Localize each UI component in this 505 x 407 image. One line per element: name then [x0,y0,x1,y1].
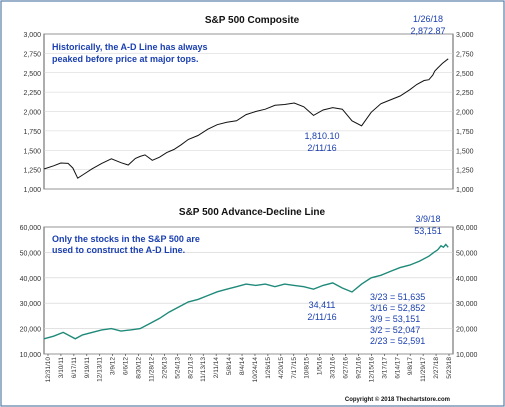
y-tick-label-right: 50,000 [456,250,478,257]
y-tick-label-right: 60,000 [456,225,478,232]
x-tick-label: 11/13/13 [200,357,207,382]
x-tick-label: 10/24/14 [252,357,259,383]
copyright: Copyright © 2018 Thechartstore.com [345,396,450,403]
x-tick-label: 3/9/12 [110,357,117,375]
x-tick-label: 3/31/16 [330,357,337,379]
y-tick-label-right: 30,000 [456,301,478,308]
bottom-note-line1: Only the stocks in the S&P 500 are [52,234,200,244]
y-tick-label-left: 60,000 [20,225,42,232]
recent-value: 2/23 = 52,591 [370,336,425,346]
x-tick-label: 11/28/12 [148,357,155,382]
x-tick-label: 2/27/18 [433,357,440,379]
top-note-line1: Historically, the A-D Line has always [52,42,208,52]
x-tick-label: 12/13/11 [97,357,104,382]
top-chart: S&P 500 Composite 1,000 1,250 1,500 1,750 2,… [23,14,473,194]
y-tick-label-right: 1,000 [456,187,474,194]
top-low-value: 1,810.10 [304,131,339,141]
x-tick-label: 8/30/12 [136,357,143,379]
bottom-peak-value: 53,151 [414,226,442,236]
top-y-axis-right: 1,000 1,250 1,500 1,750 2,000 2,250 2,500 2,750… [456,32,474,194]
y-tick-label-left: 2,500 [23,71,41,78]
bottom-chart-title: S&P 500 Advance-Decline Line [179,207,326,218]
top-note-line2: peaked before price at major tops. [52,54,199,64]
top-peak-value: 2,872.87 [410,26,445,36]
y-tick-label-left: 3,000 [23,32,41,39]
x-tick-label: 6/17/11 [71,357,78,379]
x-tick-label: 2/11/14 [213,357,220,379]
x-tick-label: 5/24/13 [174,357,181,379]
y-tick-label-right: 1,750 [456,129,474,136]
y-tick-label-left: 1,750 [23,129,41,136]
y-tick-label-right: 2,250 [456,90,474,97]
bottom-y-axis-right: 10,000 20,000 30,000 40,000 50,000 60,000 [456,225,478,359]
bottom-peak-date: 3/9/18 [415,214,440,224]
y-tick-label-left: 50,000 [20,250,42,257]
x-tick-label: 12/31/10 [45,357,52,383]
x-tick-label: 4/20/15 [278,357,285,379]
y-tick-label-left: 40,000 [20,276,42,283]
recent-value: 3/2 = 52,047 [370,325,420,335]
y-tick-label-left: 30,000 [20,301,42,308]
x-tick-label: 12/15/16 [368,357,375,383]
y-tick-label-left: 2,000 [23,110,41,117]
x-tick-label: 6/27/16 [343,357,350,379]
bottom-chart: S&P 500 Advance-Decline Line 10,000 20,00… [20,207,478,382]
y-tick-label-right: 3,000 [456,32,474,39]
y-tick-label-left: 10,000 [20,352,42,359]
y-tick-label-right: 20,000 [456,327,478,334]
x-tick-label: 10/8/15 [304,357,311,379]
y-tick-label-right: 2,000 [456,110,474,117]
x-tick-label: 1/26/15 [265,357,272,379]
recent-value: 3/9 = 53,151 [370,314,420,324]
x-tick-label: 9/21/16 [355,357,362,379]
recent-value: 3/16 = 52,852 [370,303,425,313]
y-tick-label-right: 40,000 [456,276,478,283]
x-tick-label: 3/10/11 [58,357,65,379]
x-tick-label: 5/8/14 [226,357,233,375]
top-peak-date: 1/26/18 [413,14,443,24]
x-tick-label: 8/21/13 [187,357,194,379]
top-y-axis-left: 1,000 1,250 1,500 1,750 2,000 2,250 2,500 2,750… [23,32,41,194]
x-tick-label: 1/5/16 [317,357,324,375]
top-low-date: 2/11/16 [307,143,336,153]
y-tick-label-right: 2,500 [456,71,474,78]
x-tick-label: 6/14/17 [394,357,401,379]
bottom-low-date: 2/11/16 [307,312,336,322]
y-tick-label-left: 1,250 [23,168,41,175]
x-tick-label: 2/26/13 [161,357,168,379]
bottom-y-axis-left: 10,000 20,000 30,000 40,000 50,000 60,000 [20,225,42,359]
x-tick-label: 9/8/17 [407,357,414,375]
x-tick-label: 5/23/18 [446,357,453,379]
top-series-line [43,58,449,179]
bottom-series-line [43,243,449,340]
recent-value: 3/23 = 51,635 [370,292,425,302]
top-gridlines [44,33,453,190]
x-tick-label: 3/17/17 [381,357,388,379]
x-tick-label: 7/17/15 [291,357,298,379]
y-tick-label-left: 1,500 [23,148,41,155]
y-tick-label-right: 10,000 [456,352,478,359]
bottom-low-value: 34,411 [309,300,336,310]
x-tick-label: 6/6/12 [123,357,130,375]
x-tick-label: 8/4/14 [239,357,246,375]
y-tick-label-left: 20,000 [20,327,42,334]
y-tick-label-left: 2,750 [23,51,41,58]
y-tick-label-right: 1,250 [456,168,474,175]
y-tick-label-left: 1,000 [23,187,41,194]
top-chart-title: S&P 500 Composite [205,15,300,26]
bottom-x-axis: 12/31/10 3/10/11 6/17/11 9/19/11 12/13/11 3/9… [45,354,453,382]
y-tick-label-right: 2,750 [456,51,474,58]
y-tick-label-left: 2,250 [23,90,41,97]
bottom-note-line2: used to construct the A-D Line. [52,245,185,255]
x-tick-label: 11/29/17 [420,357,427,382]
x-tick-label: 9/19/11 [84,357,91,379]
y-tick-label-right: 1,500 [456,148,474,155]
